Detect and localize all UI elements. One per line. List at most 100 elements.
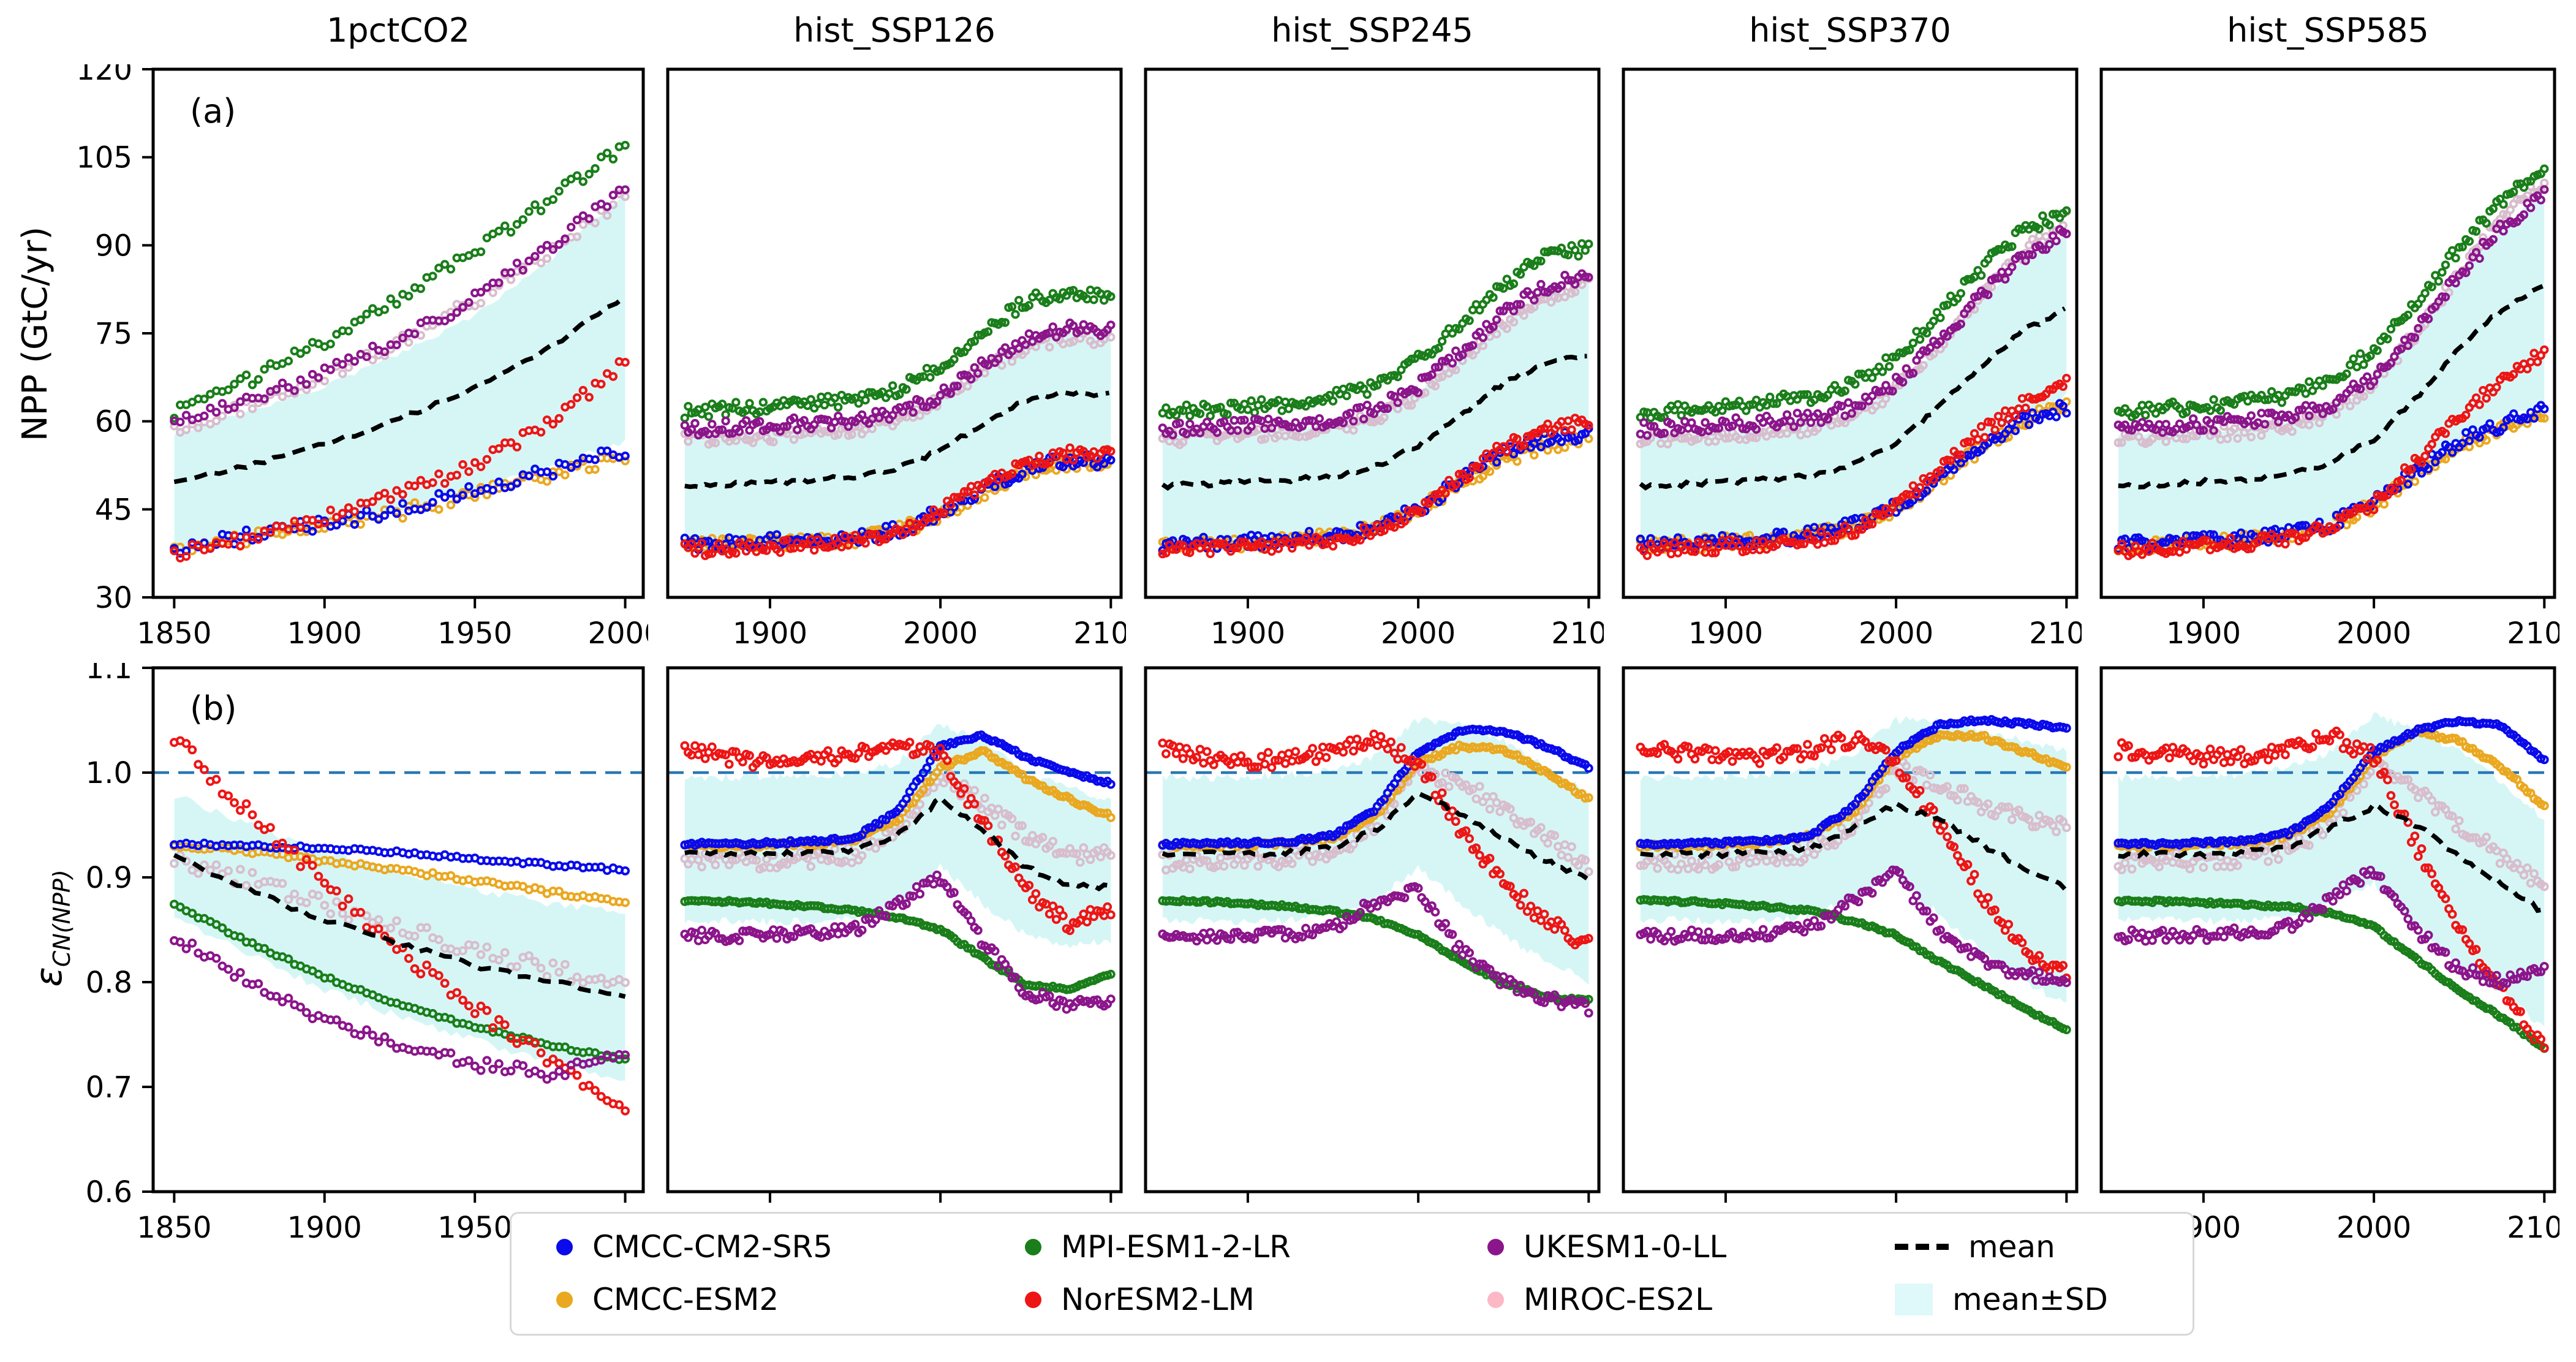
plot-area [2113,164,2549,561]
scatter-series-NorESM2-LM [1158,729,1593,950]
legend-item-cmcc-esm2: CMCC-ESM2 [556,1280,779,1319]
mean-line [2118,284,2544,490]
mean-line [173,853,626,999]
panel-a-hist_SSP245: 1900 2000 2100 [1141,64,1626,658]
scatter-series-CMCC-CM2-SR5 [2113,716,2549,850]
x-tick-label: 2100 [2507,616,2559,651]
legend-item-miroc-es2l: MIROC-ES2L [1487,1280,1712,1319]
scatter-series-NorESM2-LM [680,443,1116,561]
x-tick-label: 2100 [2029,616,2082,651]
scatter-series-UKESM1-0-LL [1158,882,1593,1018]
scatter-series-UKESM1-0-LL [2113,185,2549,437]
plot-area [153,736,643,1116]
y-tick-label: 0.9 [86,861,132,895]
x-tick-label: 1950 [437,616,512,651]
x-tick-label: 1900 [287,1211,362,1245]
scatter-series-MPI-ESM1-2-LR [680,286,1116,423]
x-tick-label: 1900 [1211,616,1285,651]
scatter-series-CMCC-CM2-SR5 [1158,724,1593,850]
legend-item-noresm2-lm: NorESM2-LM [1025,1280,1255,1319]
y-tick-label: 105 [76,141,132,175]
panel-b-1pctCO2: 18501900195020000.60.70.80.91.01.1 [26,651,663,1252]
x-tick-label: 2000 [2336,1211,2411,1245]
x-tick-label: 2000 [1859,616,1933,651]
y-tick-label: 75 [95,317,132,351]
scatter-series-MPI-ESM1-2-LR [170,140,630,423]
legend-dot-icon [1025,1238,1041,1255]
legend-item-mpi-esm1-2-lr: MPI-ESM1-2-LR [1025,1227,1291,1266]
mean-line [1639,306,2066,491]
scatter-series-MPI-ESM1-2-LR [2113,164,2549,422]
y-tick-label: 1.1 [86,663,132,686]
y-tick-label: 60 [95,405,132,439]
y-tick-label: 30 [95,581,132,615]
plot-area [1623,715,2077,1034]
scatter-series-NorESM2-LM [680,738,1116,936]
x-tick-label: 1900 [2166,616,2241,651]
panel-b-hist_SSP370: 190020002100 [1618,663,2104,1252]
panel-letter-a: (a) [190,92,236,131]
scatter-series-UKESM1-0-LL [2113,866,2549,991]
panel-b-hist_SSP245: 190020002100 [1141,663,1626,1252]
y-tick-label: 0.6 [86,1175,132,1209]
plot-area [1158,239,1593,559]
legend-label: CMCC-ESM2 [592,1282,779,1317]
legend-label: MIROC-ES2L [1524,1282,1712,1317]
scatter-series-MPI-ESM1-2-LR [2113,895,2549,1053]
scatter-series-CMCC-CM2-SR5 [170,838,630,876]
mean-line [1161,790,1588,881]
panel-spines [151,666,645,1194]
mean-sd-band [2118,712,2545,1027]
scatter-series-MPI-ESM1-2-LR [1636,206,2071,423]
mean-line [173,294,627,485]
scatter-series-CMCC-CM2-SR5 [1636,715,2071,850]
legend-label: MPI-ESM1-2-LR [1061,1229,1291,1265]
panel-spines [666,666,1123,1194]
panel-b-hist_SSP585: 190020002100 [2096,663,2576,1252]
scatter-series-NorESM2-LM [2113,345,2549,561]
mean-line [2118,800,2544,914]
y-tick-label: 120 [76,64,132,87]
y-tick-label: 1.0 [86,756,132,790]
column-title-1pctCO2: 1pctCO2 [326,11,470,50]
legend-label: NorESM2-LM [1061,1282,1255,1317]
x-tick-label: 2000 [587,616,648,651]
panel-spines [2099,666,2556,1194]
legend-dot-icon [1025,1291,1041,1308]
mean-line [684,794,1109,892]
mean-sd-band [174,796,625,1081]
panel-a-hist_SSP370: 1900 2000 2100 [1618,64,2104,658]
mean-sd-band [1640,233,2067,553]
scatter-series-MPI-ESM1-2-LR [1158,239,1593,421]
x-tick-label: 2000 [2336,616,2411,651]
legend-patch-icon [1895,1284,1933,1315]
scatter-series-UKESM1-0-LL [1636,865,2071,988]
mean-line [684,389,1110,490]
scatter-series-CMCC-CM2-SR5 [680,730,1116,850]
legend-dot-icon [556,1238,573,1255]
scatter-series-NorESM2-LM [170,357,630,562]
panel-spines [2099,67,2556,599]
scatter-series-NorESM2-LM [1636,730,2071,983]
column-title-hist-ssp126: hist_SSP126 [793,11,995,50]
scatter-series-MIROC-ES2L [170,850,630,989]
mean-sd-band [684,331,1111,552]
plot-area [1146,717,1599,1018]
panel-a-hist_SSP585: 1900 2000 2100 [2096,64,2576,658]
y-tick-label: 0.7 [86,1070,132,1105]
scatter-series-UKESM1-0-LL [680,318,1116,440]
legend-dot-icon [556,1291,573,1308]
legend-dot-icon [1487,1291,1504,1308]
panel-spines [666,67,1123,599]
legend-item-ukesm1-0-ll: UKESM1-0-LL [1487,1227,1726,1266]
legend-label: CMCC-CM2-SR5 [592,1229,833,1265]
plot-area [668,724,1121,1014]
legend-label: mean±SD [1952,1282,2108,1317]
scatter-series-MPI-ESM1-2-LR [1636,895,2071,1034]
x-tick-label: 1950 [437,1211,512,1245]
panel-a-1pctCO2: 1850 1900 1950 2000 30 45 60 75 90 105 120 [26,53,662,658]
scatter-series-UKESM1-0-LL [680,870,1116,1014]
legend-item-mean-sd: mean±SD [1895,1280,2108,1319]
x-tick-label: 1850 [137,1211,211,1245]
